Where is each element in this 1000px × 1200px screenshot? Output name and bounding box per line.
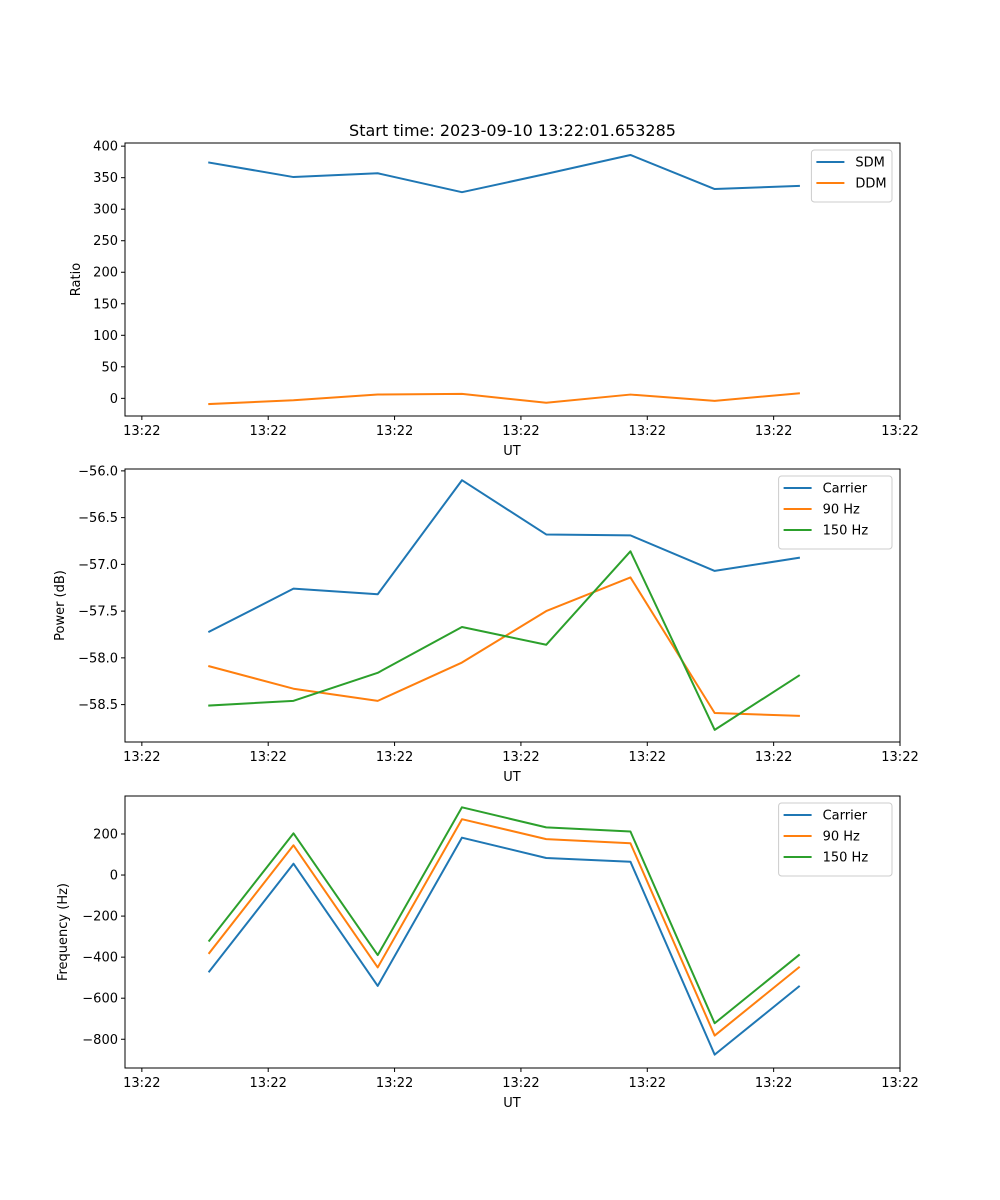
frequency-x-axis-label: UT [503,1096,521,1111]
frequency-legend-label: Carrier [823,809,868,824]
frequency-x-tick-label: 13:22 [629,1076,666,1091]
power-x-tick-label: 13:22 [629,750,666,765]
ratio-y-tick-label: 50 [101,360,118,375]
frequency-y-tick-label: −200 [82,910,118,925]
ratio-y-tick-label: 250 [93,234,118,249]
ratio-y-tick-label: 150 [93,297,118,312]
ratio-x-tick-label: 13:22 [376,424,413,439]
frequency-x-tick-label: 13:22 [881,1076,918,1091]
ratio-legend: SDM DDM [810,149,893,203]
power-series-150-hz-line [208,550,801,731]
ratio-y-axis-label: Ratio [69,263,84,296]
power-legend-label: 150 Hz [823,524,869,539]
ratio-legend-label: SDM [855,156,884,171]
frequency-x-tick-label: 13:22 [755,1076,792,1091]
frequency-series-150-hz-line [207,806,801,1025]
ratio-y-tick-label: 100 [93,329,118,344]
frequency-y-axis-label: Frequency (Hz) [56,883,71,981]
ratio-y-tick-label: 400 [93,140,118,155]
power-y-tick-label: −57.0 [78,558,118,573]
power-x-tick-label: 13:22 [123,750,160,765]
frequency-y-tick-label: −600 [82,992,118,1007]
ratio-series-sdm-line [208,153,800,194]
ratio-y-tick-label: 200 [93,266,118,281]
power-y-tick-label: −56.5 [78,511,118,526]
ratio-x-tick-label: 13:22 [502,424,539,439]
power-legend-label: Carrier [823,482,868,497]
power-x-tick-label: 13:22 [376,750,413,765]
frequency-series-carrier-line [207,836,801,1056]
ratio-y-tick-label: 0 [110,392,118,407]
frequency-x-tick-label: 13:22 [123,1076,160,1091]
power-x-axis-label: UT [503,770,521,785]
power-x-tick-label: 13:22 [881,750,918,765]
frequency-x-tick-label: 13:22 [502,1076,539,1091]
power-y-tick-label: −58.5 [78,698,118,713]
power-x-tick-label: 13:22 [249,750,286,765]
ratio-legend-label: DDM [855,177,886,192]
ratio-axes-frame [124,142,901,417]
frequency-y-tick-label: 200 [93,827,118,842]
frequency-x-tick-label: 13:22 [376,1076,413,1091]
ratio-x-tick-label: 13:22 [755,424,792,439]
ratio-x-axis-label: UT [503,444,521,459]
frequency-legend: Carrier 90 Hz 150 Hz [778,802,893,877]
frequency-y-tick-label: −800 [82,1033,118,1048]
ratio-y-tick-label: 300 [93,203,118,218]
frequency-legend-label: 90 Hz [823,830,860,845]
frequency-y-tick-label: 0 [110,869,118,884]
frequency-x-tick-label: 13:22 [249,1076,286,1091]
power-y-tick-label: −58.0 [78,651,118,666]
power-legend: Carrier 90 Hz 150 Hz [778,475,893,550]
power-y-tick-label: −57.5 [78,605,118,620]
ratio-y-tick-label: 350 [93,171,118,186]
ratio-x-tick-label: 13:22 [629,424,666,439]
ratio-x-tick-label: 13:22 [249,424,286,439]
power-panel: 13:22 13:22 13:22 13:22 13:22 13:22 13:22 −58.5… [53,464,919,785]
power-x-tick-label: 13:22 [755,750,792,765]
power-x-tick-label: 13:22 [502,750,539,765]
ratio-panel: 13:22 13:22 13:22 13:22 13:22 13:22 13:22 0 50 10… [69,140,919,459]
frequency-series-90-hz-line [207,818,801,1037]
frequency-panel: 13:22 13:22 13:22 13:22 13:22 13:22 13:22 −800 −… [56,795,919,1111]
power-axes-frame [124,468,901,743]
power-y-tick-label: −56.0 [78,464,118,479]
frequency-axes-frame [124,795,901,1069]
frequency-y-tick-label: −400 [82,951,118,966]
frequency-legend-label: 150 Hz [823,851,869,866]
power-series-carrier-line [207,479,801,634]
ratio-x-tick-label: 13:22 [123,424,160,439]
power-y-axis-label: Power (dB) [53,570,68,641]
power-legend-label: 90 Hz [823,503,860,518]
ratio-series-ddm-line [208,392,800,406]
ratio-x-tick-label: 13:22 [881,424,918,439]
figure-title: Start time: 2023-09-10 13:22:01.653285 [349,121,676,140]
